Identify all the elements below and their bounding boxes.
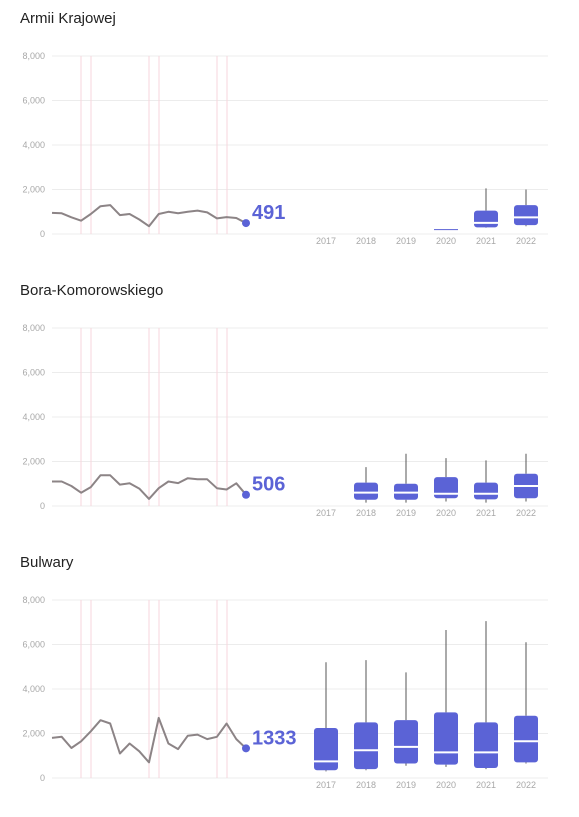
box bbox=[434, 229, 458, 231]
x-tick-label: 2022 bbox=[516, 236, 536, 246]
y-tick-label: 6,000 bbox=[22, 96, 45, 106]
chart-svg: 0 2,000 4,000 6,000 8,000 1333 2017 2018 2019 202… bbox=[22, 595, 548, 790]
y-tick-label: 0 bbox=[40, 501, 45, 511]
y-tick-label: 8,000 bbox=[22, 595, 45, 605]
y-tick-label: 2,000 bbox=[22, 457, 45, 467]
x-tick-label: 2022 bbox=[516, 780, 536, 790]
box bbox=[354, 482, 378, 500]
chart-title: Bora-Komorowskiego bbox=[20, 282, 164, 299]
box bbox=[354, 722, 378, 770]
last-point bbox=[242, 744, 250, 753]
x-tick-label: 2020 bbox=[436, 780, 456, 790]
x-tick-label: 2017 bbox=[316, 236, 336, 246]
x-tick-label: 2021 bbox=[476, 508, 496, 518]
y-tick-label: 0 bbox=[40, 773, 45, 783]
x-tick-label: 2018 bbox=[356, 780, 376, 790]
x-tick-label: 2021 bbox=[476, 780, 496, 790]
box bbox=[514, 715, 538, 763]
box bbox=[434, 477, 458, 499]
box bbox=[474, 482, 498, 500]
y-tick-label: 2,000 bbox=[22, 185, 45, 195]
box bbox=[434, 712, 458, 765]
chart-svg: 0 2,000 4,000 6,000 8,000 491 2017 2018 2019 2020… bbox=[22, 51, 548, 246]
y-tick-label: 6,000 bbox=[22, 640, 45, 650]
x-tick-label: 2019 bbox=[396, 780, 416, 790]
last-point bbox=[242, 219, 250, 228]
chart-panel-armii-krajowej: Armii Krajowej 0 2,000 4,000 6,000 8,000 491 2… bbox=[0, 0, 579, 272]
y-tick-label: 0 bbox=[40, 229, 45, 239]
y-tick-label: 8,000 bbox=[22, 323, 45, 333]
y-tick-label: 8,000 bbox=[22, 51, 45, 61]
box bbox=[474, 722, 498, 768]
x-tick-label: 2017 bbox=[316, 780, 336, 790]
x-tick-label: 2022 bbox=[516, 508, 536, 518]
chart-title: Armii Krajowej bbox=[20, 10, 116, 27]
x-tick-label: 2020 bbox=[436, 236, 456, 246]
x-tick-label: 2019 bbox=[396, 236, 416, 246]
series-line bbox=[51, 716, 247, 764]
box bbox=[514, 205, 538, 226]
box bbox=[474, 210, 498, 228]
y-tick-label: 4,000 bbox=[22, 140, 45, 150]
x-tick-label: 2019 bbox=[396, 508, 416, 518]
last-value-label: 1333 bbox=[252, 727, 297, 749]
last-value-label: 506 bbox=[252, 474, 285, 496]
series-line bbox=[52, 474, 247, 500]
x-tick-label: 2017 bbox=[316, 508, 336, 518]
y-tick-label: 4,000 bbox=[22, 684, 45, 694]
x-tick-label: 2018 bbox=[356, 236, 376, 246]
y-tick-label: 6,000 bbox=[22, 368, 45, 378]
chart-panel-bulwary: Bulwary 0 2,000 4,000 6,000 8,000 1333 2017 201… bbox=[0, 544, 579, 816]
chart-panel-bora-komorowskiego: Bora-Komorowskiego 0 2,000 4,000 6,000 8,000… bbox=[0, 272, 579, 544]
y-tick-label: 4,000 bbox=[22, 412, 45, 422]
x-tick-label: 2018 bbox=[356, 508, 376, 518]
series-line bbox=[51, 204, 247, 228]
x-tick-label: 2020 bbox=[436, 508, 456, 518]
box bbox=[314, 727, 338, 771]
x-tick-label: 2021 bbox=[476, 236, 496, 246]
chart-title: Bulwary bbox=[20, 554, 74, 571]
box bbox=[394, 720, 418, 764]
last-value-label: 491 bbox=[252, 202, 285, 224]
last-point bbox=[242, 490, 250, 499]
y-tick-label: 2,000 bbox=[22, 729, 45, 739]
chart-svg: 0 2,000 4,000 6,000 8,000 506 2017 2018 2019 2020… bbox=[22, 323, 548, 518]
